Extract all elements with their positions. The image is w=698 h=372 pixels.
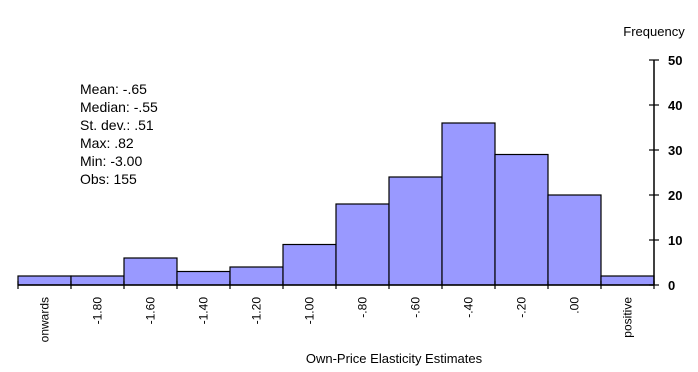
x-tick-label: -.40 <box>462 297 476 318</box>
y-tick-label: 50 <box>668 53 682 68</box>
histogram-bar <box>123 257 178 286</box>
histogram-bar <box>388 176 443 286</box>
histogram-bar <box>441 122 496 286</box>
y-axis-title: Frequency <box>623 24 685 39</box>
y-axis-ticks: 0 10 20 30 40 50 <box>649 53 682 293</box>
x-tick-label: onwards <box>38 297 52 342</box>
histogram-bar <box>600 275 655 286</box>
summary-stat-line: Mean: -.65 <box>80 81 147 97</box>
histogram-bar <box>70 275 125 286</box>
summary-stat-line: Median: -.55 <box>80 99 158 115</box>
x-tick-label: -1.80 <box>91 297 105 325</box>
histogram-bar <box>17 275 72 286</box>
histogram-bar <box>335 203 390 286</box>
summary-stats-box: Mean: -.65 Median: -.55 St. dev.: .51 Max: … <box>80 81 158 187</box>
y-tick-label: 40 <box>668 98 682 113</box>
histogram-bars <box>17 122 655 286</box>
y-tick-label: 30 <box>668 143 682 158</box>
y-tick-label: 10 <box>668 233 682 248</box>
histogram-bar <box>494 153 549 286</box>
summary-stat-line: Max: .82 <box>80 135 134 151</box>
summary-stat-line: Min: -3.00 <box>80 153 142 169</box>
x-tick-label: .00 <box>568 297 582 314</box>
histogram-bar <box>547 194 602 286</box>
x-tick-label: -1.00 <box>303 297 317 325</box>
y-tick-label: 0 <box>668 278 675 293</box>
x-axis-ticks: onwards -1.80 -1.60 -1.40 -1.20 -1.00 -.80 -.60… <box>17 281 655 342</box>
x-tick-label: -.20 <box>515 297 529 318</box>
x-tick-label: -1.60 <box>144 297 158 325</box>
y-tick-label: 20 <box>668 188 682 203</box>
x-tick-label: -.60 <box>409 297 423 318</box>
x-axis-title: Own-Price Elasticity Estimates <box>306 351 483 366</box>
x-tick-label: -.80 <box>356 297 370 318</box>
histogram-bar <box>229 266 284 286</box>
x-tick-label: -1.20 <box>250 297 264 325</box>
summary-stat-line: Obs: 155 <box>80 171 137 187</box>
histogram-bar <box>282 243 337 286</box>
x-tick-label: positive <box>621 297 635 338</box>
histogram-bar <box>176 270 231 286</box>
summary-stat-line: St. dev.: .51 <box>80 117 154 133</box>
x-tick-label: -1.40 <box>197 297 211 325</box>
